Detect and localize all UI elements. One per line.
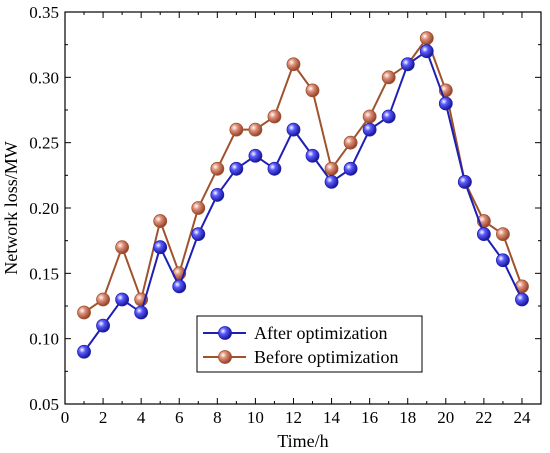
x-tick-label: 8: [213, 408, 222, 427]
data-point: [362, 122, 377, 137]
data-point: [267, 161, 282, 176]
data-point: [305, 83, 320, 98]
data-point: [210, 161, 225, 176]
data-point: [496, 253, 510, 268]
data-point: [115, 240, 130, 255]
x-tick-label: 20: [437, 408, 454, 427]
data-point: [153, 214, 168, 228]
data-point: [343, 135, 358, 150]
y-axis-ticks: 0.05 0.10 0.15 0.20 0.25 0.30 0.35: [29, 3, 541, 414]
data-point: [438, 96, 453, 111]
data-point: [172, 279, 187, 294]
legend-label: After optimization: [254, 323, 387, 343]
data-point: [96, 292, 110, 307]
x-tick-label: 22: [475, 408, 492, 427]
data-point: [381, 109, 396, 124]
y-tick-label: 0.15: [29, 264, 59, 283]
data-point: [457, 174, 472, 189]
data-point: [324, 174, 339, 189]
y-tick-label: 0.10: [29, 330, 59, 349]
series-before-optimization: [77, 31, 529, 320]
x-tick-label: 2: [99, 408, 108, 427]
x-tick-label: 6: [175, 408, 184, 427]
x-tick-label: 16: [361, 408, 378, 427]
legend-marker: [218, 326, 232, 340]
data-point: [267, 109, 282, 124]
data-point: [476, 227, 491, 242]
series-layer: [77, 31, 529, 359]
y-tick-label: 0.25: [29, 134, 59, 153]
legend-box: [196, 315, 423, 373]
data-point: [134, 305, 149, 320]
x-tick-label: 14: [323, 408, 341, 427]
data-point: [496, 227, 510, 242]
legend-marker: [218, 350, 232, 364]
data-point: [515, 292, 529, 307]
data-point: [229, 161, 244, 176]
y-tick-label: 0.05: [29, 395, 59, 414]
legend-label: Before optimization: [254, 347, 398, 367]
data-point: [229, 122, 244, 137]
data-point: [419, 31, 434, 46]
data-point: [286, 57, 301, 72]
y-axis-title: Network loss/MW: [1, 141, 21, 275]
x-tick-label: 12: [285, 408, 302, 427]
data-point: [248, 122, 263, 137]
data-point: [96, 318, 110, 333]
data-point: [77, 305, 91, 320]
x-axis-title: Time/h: [277, 431, 328, 451]
data-point: [191, 227, 206, 242]
data-point: [248, 148, 263, 163]
data-point: [305, 148, 320, 163]
data-point: [77, 344, 91, 359]
data-point: [362, 109, 377, 124]
x-tick-label: 10: [247, 408, 264, 427]
data-point: [400, 57, 415, 72]
series-after-optimization: [77, 44, 529, 359]
data-point: [324, 161, 339, 176]
data-point: [115, 292, 130, 307]
series-line: [83, 36, 523, 314]
data-point: [343, 161, 358, 176]
series-line: [83, 49, 523, 353]
data-point: [191, 201, 206, 215]
x-tick-label: 18: [399, 408, 416, 427]
x-axis-ticks: 0 2 4 6 8 10 12 14 16 18 20 22 24: [61, 12, 531, 427]
y-tick-label: 0.35: [29, 3, 59, 22]
data-point: [381, 70, 396, 85]
data-point: [419, 44, 434, 59]
y-tick-label: 0.30: [29, 68, 59, 87]
data-point: [286, 122, 301, 137]
data-point: [153, 240, 168, 255]
x-tick-label: 0: [61, 408, 70, 427]
y-tick-label: 0.20: [29, 199, 59, 218]
x-tick-label: 24: [513, 408, 531, 427]
data-point: [210, 188, 225, 202]
legend: After optimization Before optimization: [196, 315, 423, 373]
x-tick-label: 4: [137, 408, 146, 427]
